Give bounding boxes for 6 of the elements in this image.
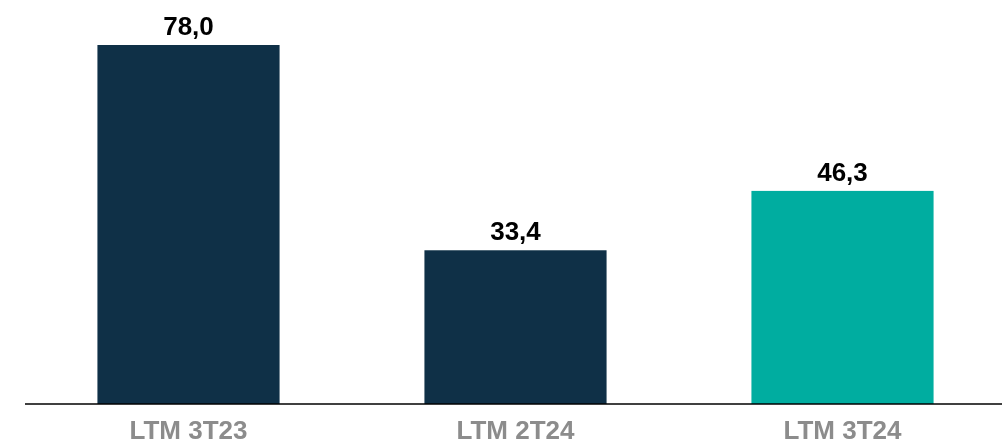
x-tick-label: LTM 3T24 <box>783 415 903 445</box>
data-label: 33,4 <box>490 216 542 247</box>
data-label: 46,3 <box>817 156 868 187</box>
data-label: 78,0 <box>163 11 214 41</box>
x-tick-label: LTM 3T23 <box>129 415 248 445</box>
x-tick-label: LTM 2T24 <box>456 415 576 445</box>
